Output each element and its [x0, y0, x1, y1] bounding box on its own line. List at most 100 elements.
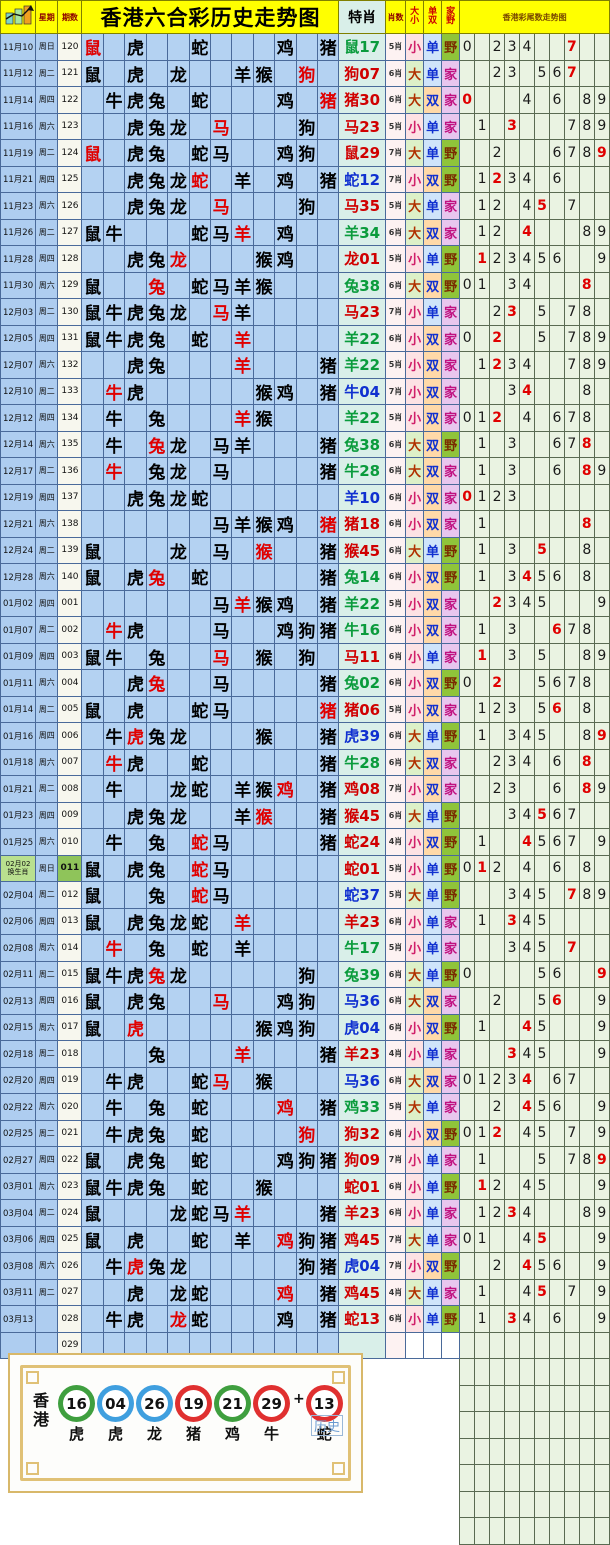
cell-wild: 家 — [441, 1278, 461, 1306]
cell-tail-9 — [593, 1358, 610, 1386]
cell-tail-9 — [593, 854, 610, 882]
cell-zodiac-狗 — [295, 1040, 319, 1068]
cell-parity: 双 — [423, 589, 443, 617]
cell-zodiac-龙: 龙 — [167, 1199, 190, 1227]
cell-zodiac-牛: 牛 — [102, 1305, 126, 1333]
cell-zodiac-兔 — [145, 748, 169, 776]
cell-tail-1 — [474, 669, 491, 697]
cell-tail-3 — [504, 960, 521, 988]
cell-animal-count: 4肖 — [384, 1040, 407, 1068]
cell-parity: 单 — [423, 1093, 443, 1121]
cell-zodiac-马: 马 — [209, 881, 233, 909]
cell-zodiac-兔 — [145, 1278, 169, 1306]
cell-zodiac-牛 — [102, 59, 126, 87]
cell-tail-1 — [474, 1490, 491, 1518]
cell-weekday: 周四 — [35, 1146, 59, 1174]
cell-animal-count: 6肖 — [384, 907, 407, 935]
cell-tail-3: 3 — [504, 589, 521, 617]
cell-zodiac-猴 — [252, 1252, 276, 1280]
cell-date: 02月02 换生肖 — [0, 854, 37, 882]
cell-weekday: 周二 — [35, 1040, 59, 1068]
cell-zodiac-虎: 虎 — [124, 33, 147, 61]
cell-tail-9: 9 — [593, 1093, 610, 1121]
table-row: 11月12 周二 121 鼠虎龙羊猴狗狗07 6肖大单家 2 3 5 6 7 — [0, 59, 610, 87]
cell-tail-4: 4 — [519, 722, 535, 750]
cell-zodiac-虎 — [124, 589, 147, 617]
cell-zodiac-猴 — [252, 218, 276, 246]
cell-parity: 双 — [423, 1119, 443, 1147]
cell-zodiac-狗 — [295, 1172, 319, 1200]
cell-zodiac-兔: 兔 — [145, 483, 169, 511]
cell-zodiac-虎 — [124, 536, 147, 564]
cell-zodiac-牛: 牛 — [102, 457, 126, 485]
cell-date: 12月05 — [0, 324, 37, 352]
cell-zodiac-鼠: 鼠 — [81, 139, 104, 167]
cell-zodiac-龙 — [167, 669, 190, 697]
cell-tail-3: 3 — [504, 642, 521, 670]
cell-tail-0 — [459, 748, 476, 776]
cell-issue: 016 — [57, 987, 83, 1015]
table-row-filler — [1, 1411, 610, 1439]
cell-zodiac-鼠: 鼠 — [81, 271, 104, 299]
cell-tail-5 — [533, 1199, 550, 1227]
cell-zodiac-猴: 猴 — [252, 801, 276, 829]
cell-tail-7 — [563, 1199, 580, 1227]
cell-parity: 双 — [423, 1013, 443, 1041]
cell-tail-6 — [548, 192, 565, 220]
cell-zodiac-狗 — [295, 536, 319, 564]
ball-number: 04 — [102, 1390, 129, 1417]
cell-zodiac-兔: 兔 — [145, 271, 169, 299]
cell-date: 12月28 — [0, 563, 37, 591]
table-row: 12月21 周六 138 马羊猴鸡猪猪18 6肖小双家 1 8 — [0, 510, 610, 538]
cell-zodiac-蛇 — [188, 642, 211, 670]
cell-tail-8 — [578, 1437, 595, 1465]
table-row: 12月10 周二 133 牛虎猴鸡猪牛04 7肖小双家 3 4 8 — [0, 377, 610, 405]
cell-zodiac-狗 — [295, 563, 319, 591]
cell-issue: 010 — [57, 828, 83, 856]
cell-zodiac-蛇: 蛇 — [188, 854, 211, 882]
cell-zodiac-狗 — [295, 1278, 319, 1306]
cell-tail-0 — [459, 536, 476, 564]
cell-zodiac-兔 — [145, 218, 169, 246]
cell-tail-6: 6 — [548, 748, 565, 776]
cell-zodiac-兔 — [145, 775, 169, 803]
cell-tail-1: 1 — [474, 642, 491, 670]
cell-tail-8 — [578, 1040, 595, 1068]
cell-tail-3: 3 — [504, 907, 521, 935]
cell-date: 02月06 — [0, 907, 37, 935]
cell-zodiac-兔: 兔 — [145, 324, 169, 352]
cell-zodiac-兔: 兔 — [145, 722, 169, 750]
cell-tail-7: 7 — [563, 324, 580, 352]
cell-tail-2: 2 — [489, 775, 506, 803]
cell-zodiac-猪: 猪 — [317, 536, 340, 564]
cell-zodiac-兔: 兔 — [145, 987, 169, 1015]
cell-zodiac-羊 — [231, 669, 254, 697]
cell-animal-count: 5肖 — [384, 1093, 407, 1121]
cell-zodiac-羊 — [231, 1146, 254, 1174]
cell-zodiac-兔: 兔 — [145, 642, 169, 670]
cell-tail-3: 3 — [504, 430, 521, 458]
cell-tail-1 — [474, 139, 491, 167]
cell-tail-2 — [489, 934, 506, 962]
cell-zodiac-马: 马 — [209, 271, 233, 299]
cell-zodiac-猪: 猪 — [317, 86, 340, 114]
cell-zodiac-鸡 — [274, 271, 297, 299]
cell-animal-count: 6肖 — [384, 536, 407, 564]
cell-zodiac-蛇: 蛇 — [188, 695, 211, 723]
cell-zodiac-狗 — [295, 669, 319, 697]
cell-zodiac-猪: 猪 — [317, 430, 340, 458]
cell-zodiac-狗 — [295, 218, 319, 246]
cell-tail-4: 4 — [519, 1278, 535, 1306]
cell-size: 大 — [405, 86, 425, 114]
cell-zodiac-龙: 龙 — [167, 1305, 190, 1333]
cell-tail-9 — [593, 510, 610, 538]
cell-parity: 单 — [423, 854, 443, 882]
cell-zodiac-羊 — [231, 1172, 254, 1200]
cell-tail-0 — [459, 112, 476, 140]
cell-tail-3 — [504, 1225, 521, 1253]
cell-wild: 家 — [441, 1225, 461, 1253]
cell-zodiac-鼠 — [81, 934, 104, 962]
cell-tail-0: 0 — [459, 1225, 476, 1253]
cell-zodiac-鼠: 鼠 — [81, 907, 104, 935]
cell-zodiac-猴: 猴 — [252, 1172, 276, 1200]
